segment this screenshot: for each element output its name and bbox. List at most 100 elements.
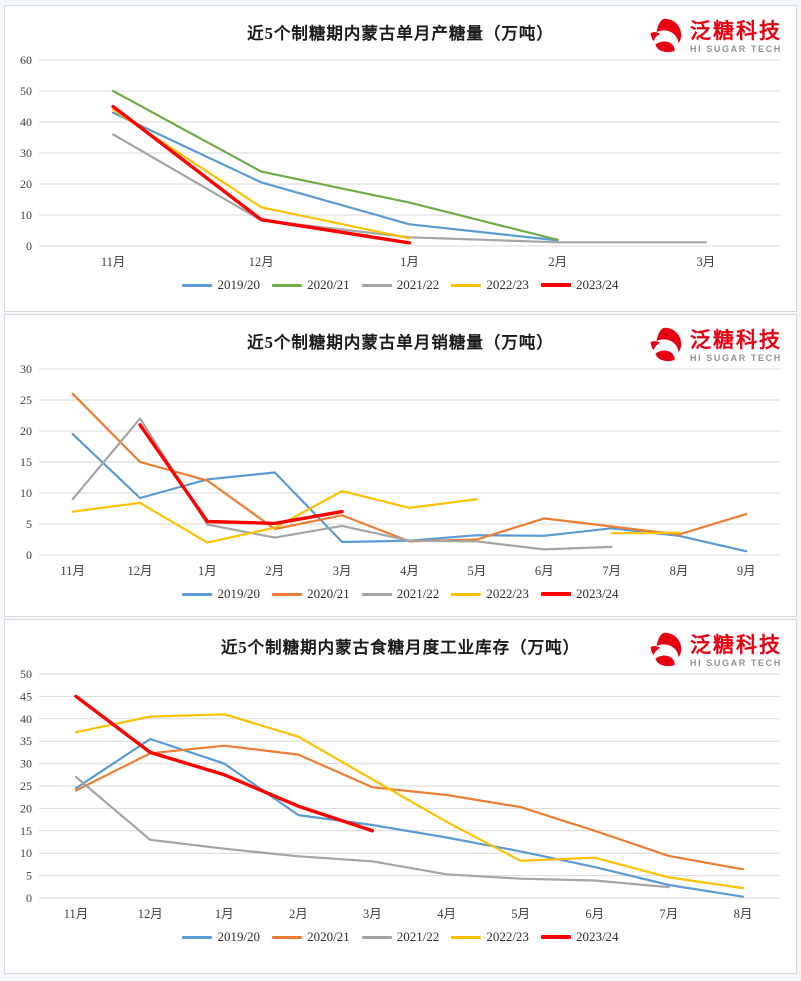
series-line-2019/20 (112, 111, 559, 242)
legend-swatch (182, 592, 213, 596)
legend-swatch (451, 592, 482, 596)
brand-name-en: HI SUGAR TECH (690, 352, 782, 363)
x-axis-tick-label: 9月 (737, 564, 756, 578)
hi-sugar-logo-text: 泛糖科技 HI SUGAR TECH (690, 19, 782, 54)
y-axis-tick-label: 20 (20, 177, 32, 191)
legend-swatch (451, 283, 482, 287)
legend-label: 2021/22 (396, 929, 440, 944)
hi-sugar-logo: 泛糖科技 HI SUGAR TECH (646, 16, 782, 59)
y-axis-tick-label: 5 (26, 517, 32, 531)
production-chart-legend: 2019/20 2020/21 2021/22 2022/23 2023/24 (5, 277, 796, 293)
series-line-2023/24 (74, 694, 375, 833)
legend-item-2023/24: 2023/24 (540, 929, 619, 945)
y-axis-tick-label: 40 (20, 115, 32, 129)
hi-sugar-logo-text: 泛糖科技 HI SUGAR TECH (690, 633, 782, 668)
legend-item-2022/23: 2022/23 (451, 586, 529, 602)
legend-label: 2023/24 (575, 277, 619, 292)
hi-sugar-logo: 泛糖科技 HI SUGAR TECH (646, 325, 782, 368)
legend-label: 2022/23 (486, 277, 529, 292)
y-axis-tick-label: 10 (20, 846, 32, 860)
x-axis-tick-label: 4月 (437, 907, 456, 921)
x-axis-tick-label: 3月 (697, 255, 716, 269)
legend-label: 2021/22 (396, 277, 440, 292)
series-line-2021/22 (112, 133, 707, 244)
y-axis-tick-label: 10 (20, 208, 32, 222)
series-line-2020/21 (112, 89, 559, 241)
brand-name-cn: 泛糖科技 (690, 328, 782, 352)
legend-item-2020/21: 2020/21 (272, 586, 350, 602)
series-line-2019/20 (74, 737, 745, 898)
legend-item-2021/22: 2021/22 (361, 586, 439, 602)
x-axis-tick-label: 11月 (101, 255, 126, 269)
y-axis-tick-label: 40 (20, 712, 32, 726)
x-axis-tick-label: 5月 (468, 564, 487, 578)
sales-chart-legend: 2019/20 2020/21 2021/22 2022/23 2023/24 (5, 586, 796, 602)
y-axis-tick-label: 30 (20, 146, 32, 160)
series-line-2022/23 (71, 490, 681, 544)
legend-item-2019/20: 2019/20 (182, 277, 260, 293)
legend-label: 2019/20 (217, 929, 261, 944)
y-axis-tick-label: 30 (20, 757, 32, 771)
legend-label: 2023/24 (575, 586, 619, 601)
legend-item-2023/24: 2023/24 (540, 277, 619, 293)
y-axis-tick-label: 25 (20, 393, 32, 407)
y-axis-tick-label: 60 (20, 53, 32, 67)
legend-swatch (361, 592, 392, 596)
legend-item-2021/22: 2021/22 (361, 277, 440, 293)
x-axis-tick-label: 11月 (60, 564, 85, 578)
brand-name-en: HI SUGAR TECH (690, 43, 782, 54)
production-chart-plot: 0 10 20 30 40 50 60 11月 12月 1月 2月 3月 (20, 53, 780, 269)
x-axis-tick-label: 1月 (198, 564, 217, 578)
legend-swatch (361, 283, 392, 287)
hi-sugar-logo-icon (646, 630, 684, 673)
y-axis-tick-label: 0 (26, 891, 32, 905)
legend-label: 2019/20 (217, 586, 261, 601)
legend-item-2022/23: 2022/23 (451, 277, 529, 293)
x-axis-tick-label: 4月 (400, 564, 419, 578)
legend-swatch (272, 283, 303, 287)
x-axis-tick-label: 8月 (670, 564, 689, 578)
legend-label: 2022/23 (486, 929, 529, 944)
legend-item-2019/20: 2019/20 (182, 586, 260, 602)
legend-item-2022/23: 2022/23 (451, 929, 529, 945)
hi-sugar-logo-icon (646, 325, 684, 368)
legend-item-2021/22: 2021/22 (361, 929, 440, 945)
series-line-2023/24 (111, 104, 412, 245)
hi-sugar-logo-icon (646, 16, 684, 59)
x-axis-tick-label: 12月 (127, 564, 152, 578)
x-axis-tick-label: 7月 (660, 907, 679, 921)
x-axis-tick-label: 2月 (548, 255, 567, 269)
x-axis-tick-label: 7月 (602, 564, 621, 578)
series-line-2020/21 (74, 744, 745, 871)
legend-label: 2020/21 (307, 929, 350, 944)
y-axis-tick-label: 45 (20, 689, 32, 703)
brand-name-cn: 泛糖科技 (690, 19, 782, 43)
production-chart-title: 近5个制糖期内蒙古单月产糖量（万吨） (247, 24, 554, 43)
legend-swatch (540, 935, 571, 939)
legend-label: 2019/20 (217, 277, 261, 292)
legend-item-2023/24: 2023/24 (540, 586, 619, 602)
x-axis-tick-label: 2月 (289, 907, 308, 921)
inventory-chart-plot: 0 5 10 15 20 25 30 35 40 45 50 11月 12月 1月 2月 3月 4月 5月 6月 7月… (20, 667, 780, 921)
x-axis-tick-label: 2月 (265, 564, 284, 578)
legend-item-2020/21: 2020/21 (272, 277, 350, 293)
sales-chart-title: 近5个制糖期内蒙古单月销糖量（万吨） (247, 333, 554, 352)
legend-item-2019/20: 2019/20 (182, 929, 260, 945)
x-axis-tick-label: 1月 (400, 255, 419, 269)
x-axis-tick-label: 12月 (138, 907, 163, 921)
legend-swatch (182, 935, 213, 939)
series-line-2023/24 (138, 423, 344, 526)
brand-name-en: HI SUGAR TECH (690, 657, 782, 668)
legend-swatch (451, 935, 482, 939)
brand-name-cn: 泛糖科技 (690, 633, 782, 657)
y-axis-tick-label: 50 (20, 84, 32, 98)
y-axis-tick-label: 30 (20, 362, 32, 376)
y-axis-tick-label: 15 (20, 455, 32, 469)
y-axis-tick-label: 5 (26, 869, 32, 883)
sales-chart-plot: 0 5 10 15 20 25 30 11月 12月 1月 2月 3月 4月 5月 6月 7月 8月 9月 (20, 362, 780, 578)
legend-label: 2020/21 (307, 586, 350, 601)
legend-swatch (272, 592, 303, 596)
x-axis-tick-label: 6月 (585, 907, 604, 921)
legend-swatch (272, 935, 303, 939)
